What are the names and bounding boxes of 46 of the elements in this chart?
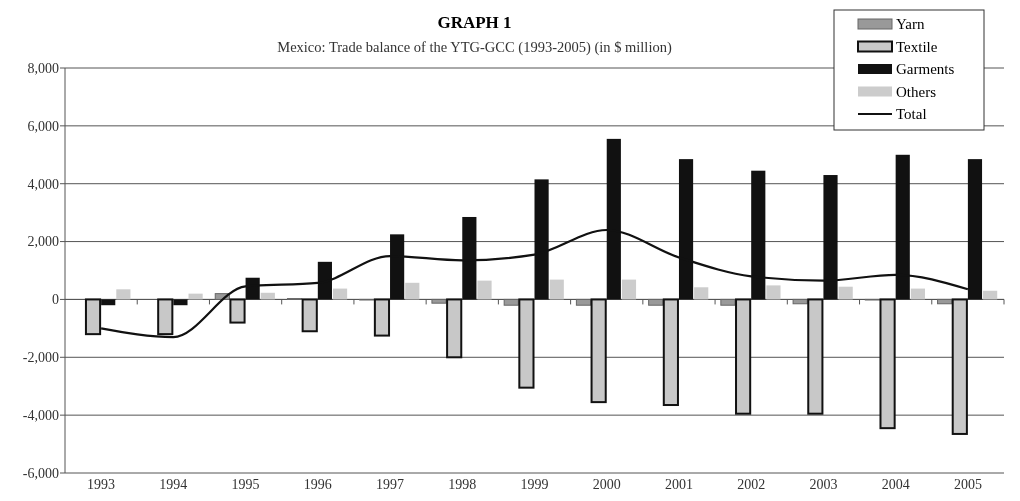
x-tick-label: 2004 [881,477,910,492]
bar [910,288,925,300]
bar [405,282,420,300]
bar [477,280,492,300]
x-tick-label: 2000 [592,477,621,492]
y-tick-label: 6,000 [27,118,59,134]
y-tick-label: -2,000 [22,350,59,366]
legend-label: Others [896,83,937,100]
y-tick-label: -6,000 [22,465,59,481]
bar [575,298,592,306]
y-tick-label: 2,000 [27,234,59,250]
x-tick-label: 1996 [303,477,332,492]
bar [648,298,664,306]
bar [621,279,637,300]
x-tick-label: 1997 [376,477,405,492]
x-tick-label: 1999 [520,477,549,492]
bar [983,290,998,300]
y-tick-label: -4,000 [22,408,59,424]
legend-label: Textile [896,38,938,55]
bar [431,298,447,304]
bar [694,287,709,300]
bar [116,289,131,300]
y-tick-label: 0 [52,292,59,308]
y-tick-label: 8,000 [27,60,59,76]
x-tick-label: 2002 [737,477,766,492]
chart-subtitle: Mexico: Trade balance of the YTG-GCC (1993-2005) (in $ million) [277,39,672,56]
bar [792,298,808,305]
x-tick-label: 1998 [448,477,477,492]
bar [720,298,736,306]
bar [332,288,348,300]
legend-label: Total [896,106,927,123]
bar [838,286,853,300]
x-tick-label: 2005 [953,477,982,492]
bar [503,298,519,306]
bar [549,279,564,300]
x-tick-label: 1995 [231,477,260,492]
x-tick-label: 2001 [664,477,693,492]
x-tick-label: 1993 [87,477,116,492]
y-tick-label: 4,000 [27,176,59,192]
x-tick-label: 1994 [159,477,188,492]
x-tick-label: 2003 [809,477,838,492]
legend-label: Garments [896,61,955,78]
chart-title: GRAPH 1 [437,13,512,32]
bar [766,285,781,300]
legend-label: Yarn [896,16,925,33]
bar [937,298,953,305]
